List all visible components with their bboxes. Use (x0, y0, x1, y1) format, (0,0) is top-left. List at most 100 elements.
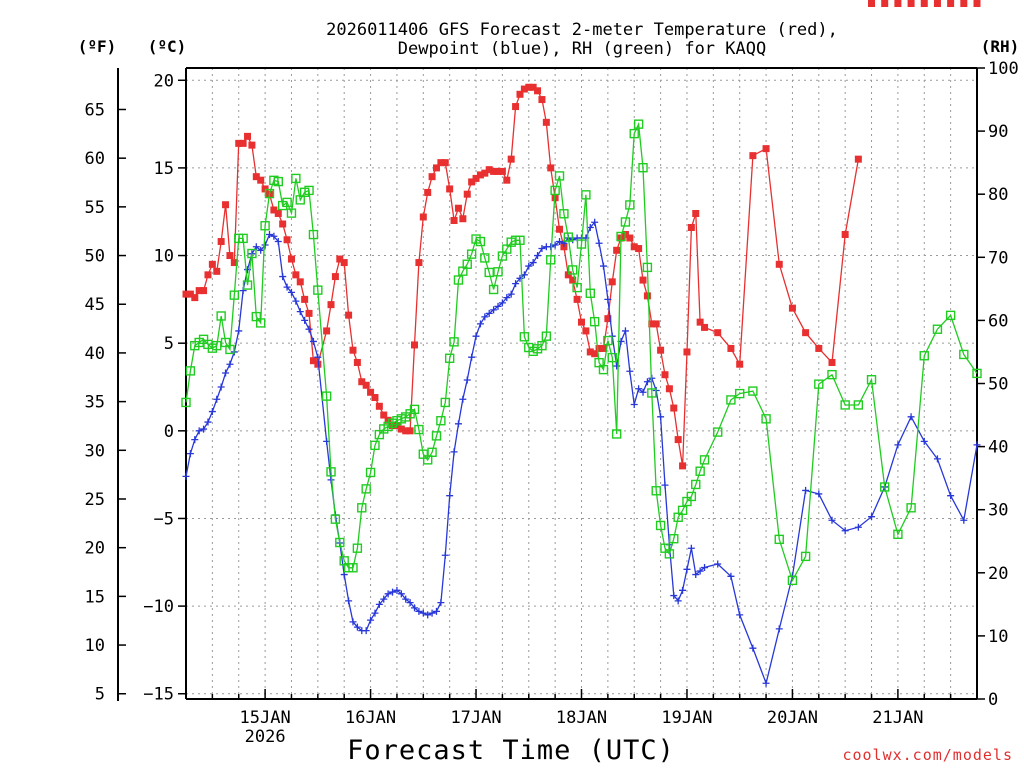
data-point (664, 549, 675, 559)
data-point (446, 492, 454, 500)
data-point (621, 327, 629, 335)
axes: 20151050−5−10−15656055504540353025201510… (85, 59, 1019, 747)
data-point (309, 357, 317, 365)
data-point (361, 484, 371, 494)
data-point (748, 386, 758, 396)
data-point (345, 311, 353, 319)
data-point (340, 259, 348, 267)
fahrenheit-tick-label: 35 (85, 393, 105, 413)
data-point (669, 534, 679, 544)
data-point (419, 213, 427, 221)
data-point (568, 265, 578, 275)
data-point (639, 276, 647, 284)
data-point (945, 310, 956, 321)
data-point (406, 599, 414, 607)
data-point (380, 595, 388, 603)
data-point (714, 329, 722, 337)
fahrenheit-tick-label: 45 (85, 295, 105, 315)
data-point (932, 324, 943, 334)
data-point (370, 440, 380, 451)
data-point (182, 290, 190, 298)
data-point (411, 341, 419, 349)
data-point (564, 271, 572, 279)
data-point (591, 350, 599, 358)
data-point (185, 366, 196, 376)
data-point (217, 238, 225, 246)
chart-title-line-2: Dewpoint (blue), RH (green) for KAQQ (398, 39, 766, 59)
data-point (212, 340, 222, 351)
data-point (367, 388, 375, 396)
data-point (661, 371, 669, 379)
data-point (563, 232, 574, 242)
data-point (774, 534, 784, 545)
fahrenheit-tick-label: 60 (85, 149, 105, 169)
data-point (661, 481, 669, 489)
celsius-tick-label: −15 (143, 685, 174, 705)
data-point (788, 304, 796, 312)
data-point (853, 400, 864, 410)
data-point (604, 315, 612, 323)
data-point (264, 188, 275, 199)
data-point (375, 600, 383, 608)
data-point (226, 360, 234, 368)
data-point (441, 551, 449, 559)
data-point (972, 368, 982, 379)
data-point (488, 284, 499, 295)
data-point (919, 351, 929, 361)
data-point (305, 325, 313, 333)
data-point (432, 607, 440, 615)
data-point (463, 376, 471, 384)
data-point (444, 353, 455, 363)
data-point (208, 408, 216, 416)
data-point (547, 164, 555, 172)
data-point (181, 397, 191, 408)
rh-tick-label: 20 (988, 564, 1008, 584)
data-point (484, 267, 494, 278)
data-point (327, 301, 335, 309)
data-point (841, 231, 849, 239)
data-point (292, 271, 300, 279)
data-point (585, 288, 595, 298)
data-point (554, 171, 565, 181)
rh-tick-label: 0 (988, 690, 998, 710)
data-point (749, 152, 757, 160)
data-point (503, 176, 511, 184)
data-point (352, 543, 363, 553)
data-point (424, 611, 432, 619)
data-point (525, 83, 533, 91)
data-point (252, 173, 260, 181)
data-point (358, 378, 366, 386)
data-point (459, 395, 467, 403)
data-point (314, 353, 322, 361)
data-series (181, 0, 982, 687)
data-point (515, 235, 525, 245)
data-point (466, 249, 477, 259)
data-point (397, 425, 405, 433)
data-point (907, 0, 915, 7)
data-point (657, 346, 665, 354)
data-point (440, 397, 450, 408)
data-point (200, 425, 208, 433)
data-point (920, 0, 928, 7)
data-point (229, 290, 240, 300)
data-point (647, 388, 657, 398)
data-point (415, 607, 423, 615)
x-tick-label: 15JAN (240, 708, 291, 728)
data-point (476, 171, 484, 179)
data-point (480, 253, 490, 263)
fahrenheit-tick-label: 20 (85, 539, 105, 559)
data-point (314, 360, 322, 368)
data-point (498, 299, 506, 307)
data-point (222, 201, 230, 209)
data-point (582, 327, 590, 335)
data-point (674, 597, 682, 605)
data-point (906, 503, 916, 513)
credit-text: coolwx.com/models (842, 746, 1013, 764)
fahrenheit-unit-label: (ºF) (78, 37, 117, 56)
fahrenheit-tick-label: 55 (85, 198, 105, 218)
data-point (309, 337, 317, 345)
data-point (226, 252, 234, 260)
data-point (894, 441, 902, 449)
data-point (815, 490, 823, 498)
celsius-tick-label: −5 (154, 509, 174, 529)
